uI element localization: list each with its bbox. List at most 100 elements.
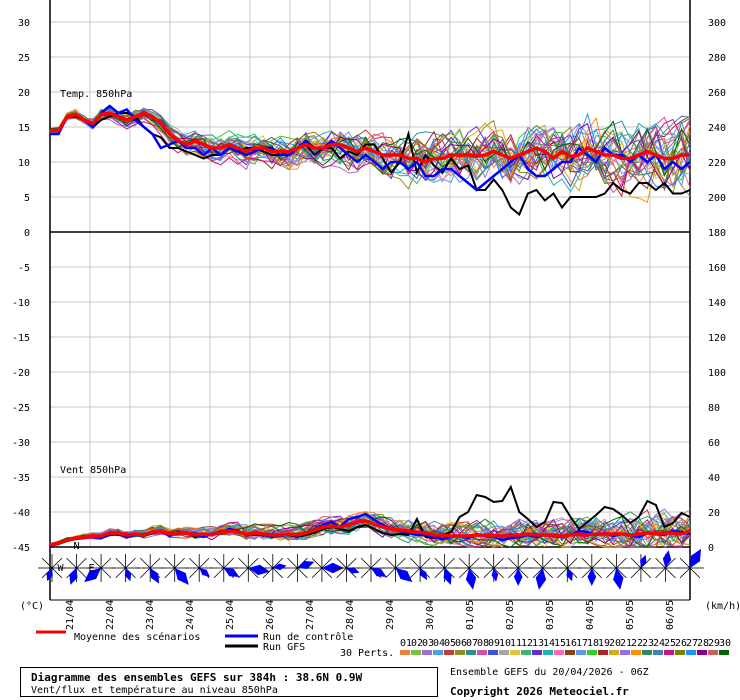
wind-rose xyxy=(283,553,315,583)
run-info: Ensemble GEFS du 20/04/2026 - 06Z xyxy=(450,667,649,678)
pert-number: 05 xyxy=(444,638,456,649)
rose-spoke xyxy=(311,567,323,579)
rose-spoke xyxy=(395,557,406,569)
rose-spoke xyxy=(385,557,396,569)
pert-number: 11 xyxy=(510,638,522,649)
footer-box: Diagramme des ensembles GEFS sur 384h : … xyxy=(20,667,438,697)
rose-spoke xyxy=(41,557,53,569)
rose-spoke xyxy=(616,557,627,569)
pert-color-swatch xyxy=(609,650,619,655)
rose-spoke xyxy=(409,567,421,579)
main-series xyxy=(49,104,691,548)
wind-rose xyxy=(504,553,533,586)
rose-spoke xyxy=(213,557,225,569)
rose-petal xyxy=(420,568,428,581)
pert-color-swatch xyxy=(587,650,597,655)
right-tick-label: 20 xyxy=(708,508,720,519)
pert-number: 09 xyxy=(488,638,500,649)
rose-spoke xyxy=(483,557,494,569)
rose-spoke xyxy=(542,557,553,569)
rose-spoke xyxy=(542,567,553,579)
rose-petal xyxy=(513,568,523,586)
pert-number: 24 xyxy=(653,638,665,649)
left-unit-label: (°C) xyxy=(20,601,44,612)
left-tick-label: -45 xyxy=(12,543,30,554)
rose-spoke xyxy=(434,567,445,579)
rose-spoke xyxy=(606,567,617,579)
pert-color-swatch xyxy=(642,650,652,655)
legend-control-label: Run de contrôle xyxy=(263,631,353,643)
pert-color-swatch xyxy=(708,650,718,655)
date-label: 06/05 xyxy=(665,600,676,630)
rose-spoke xyxy=(287,567,298,579)
wind-rose xyxy=(332,553,361,583)
rose-spoke xyxy=(679,557,691,569)
compass-e-label: E xyxy=(89,563,95,574)
pert-number: 15 xyxy=(554,638,566,649)
pert-color-swatch xyxy=(488,650,498,655)
rose-spoke xyxy=(213,567,225,579)
date-labels: 21/04 22/04 23/04 24/04 25/04 26/04 27/04 28/04… xyxy=(65,600,676,630)
right-tick-label: 240 xyxy=(708,123,726,134)
left-tick-label: -15 xyxy=(12,333,30,344)
rose-spoke xyxy=(370,557,382,569)
rose-spoke xyxy=(557,567,568,579)
rose-petal xyxy=(443,568,452,585)
pert-color-swatch xyxy=(719,650,729,655)
rose-petal xyxy=(84,568,102,583)
rose-spoke xyxy=(606,557,617,569)
date-label: 23/04 xyxy=(145,600,156,630)
rose-petal xyxy=(587,568,597,586)
pert-color-swatch xyxy=(466,650,476,655)
rose-spoke xyxy=(444,557,455,569)
pert-color-swatch xyxy=(400,650,410,655)
rose-spoke xyxy=(238,557,249,569)
temp-panel-label: Temp. 850hPa xyxy=(60,89,132,100)
rose-spoke xyxy=(76,567,87,579)
rose-spoke xyxy=(189,557,200,569)
left-tick-label: 30 xyxy=(18,18,30,29)
wind-rose xyxy=(160,553,189,585)
pert-color-swatch xyxy=(631,650,641,655)
rose-petal xyxy=(69,568,78,585)
date-label: 02/05 xyxy=(505,600,516,630)
pert-number: 25 xyxy=(664,638,676,649)
pert-number: 03 xyxy=(422,638,434,649)
right-unit-label: (km/h) xyxy=(705,601,740,612)
pert-number: 06 xyxy=(455,638,467,649)
rose-petal xyxy=(566,568,573,582)
rose-petal xyxy=(491,568,499,582)
right-tick-label: 260 xyxy=(708,88,726,99)
rose-spoke xyxy=(468,557,480,569)
pert-color-swatch xyxy=(697,650,707,655)
pert-number: 01 xyxy=(400,638,412,649)
rose-spoke xyxy=(248,567,259,579)
pert-number: 20 xyxy=(609,638,621,649)
left-tick-label: -5 xyxy=(18,263,30,274)
pert-color-swatch xyxy=(521,650,531,655)
date-label: 26/04 xyxy=(265,600,276,630)
rose-spoke xyxy=(149,557,161,569)
rose-spoke xyxy=(655,557,666,569)
pert-color-swatch xyxy=(532,650,542,655)
wind-rose xyxy=(381,553,413,583)
rose-spoke xyxy=(581,557,593,569)
right-tick-label: 120 xyxy=(708,333,726,344)
rose-spoke xyxy=(115,567,126,579)
rose-spoke xyxy=(346,557,357,569)
pert-number: 16 xyxy=(565,638,577,649)
rose-spoke xyxy=(689,567,701,579)
left-tick-label: 20 xyxy=(18,88,30,99)
date-label: 29/04 xyxy=(385,600,396,630)
pert-color-swatch xyxy=(543,650,553,655)
left-tick-label: 10 xyxy=(18,158,30,169)
pert-number: 28 xyxy=(697,638,709,649)
rose-spoke xyxy=(90,557,102,569)
pert-color-swatch xyxy=(565,650,575,655)
rose-petal xyxy=(640,554,647,568)
pert-color-swatch xyxy=(477,650,487,655)
pert-color-swatch xyxy=(422,650,432,655)
date-label: 04/05 xyxy=(585,600,596,630)
rose-spoke xyxy=(557,557,568,569)
